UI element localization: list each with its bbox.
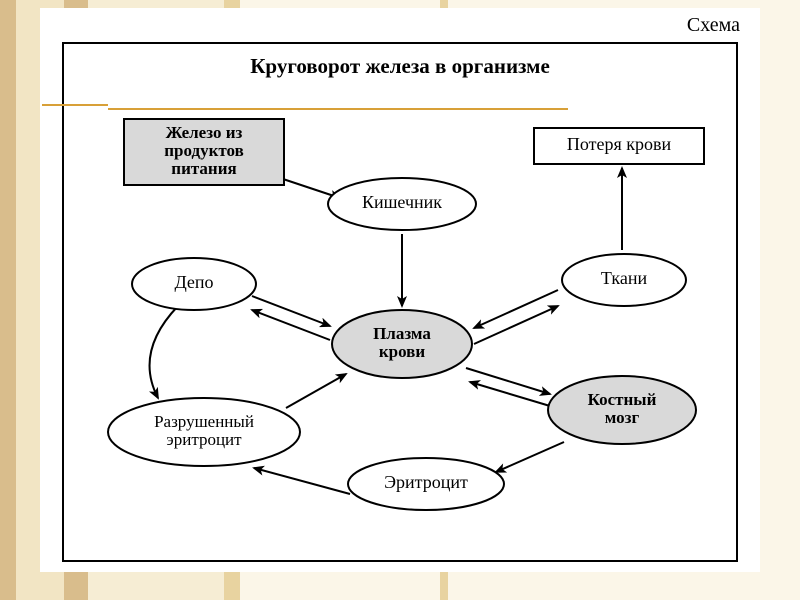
node-bone_marrow-label-1: мозг [605,408,640,427]
node-food_iron: Железо изпродуктовпитания [124,119,284,185]
node-plasma-label-0: Плазма [373,324,431,343]
diagram-svg: Железо изпродуктовпитания Потеря крови Киш… [64,44,740,564]
node-rbc: Эритроцит [348,458,504,510]
node-food_iron-label-1: продуктов [164,141,244,160]
node-depot-label-0: Депо [174,272,213,292]
node-blood_loss-label-0: Потеря крови [567,134,672,154]
page: Схема Круговорот железа в организме Желе… [40,8,760,572]
node-bone_marrow: Костныймозг [548,376,696,444]
node-rbc-label-0: Эритроцит [384,472,468,492]
node-depot: Депо [132,258,256,310]
node-tissues-label-0: Ткани [601,268,648,288]
corner-label: Схема [687,14,740,37]
diagram-frame: Круговорот железа в организме Железо изп… [62,42,738,562]
accent-lines [42,104,568,110]
node-destroyed_rbc-label-0: Разрушенный [154,412,254,431]
nodes-layer: Железо изпродуктовпитания Потеря крови Киш… [108,119,704,510]
node-food_iron-label-0: Железо из [166,123,243,142]
node-food_iron-label-2: питания [171,159,236,178]
node-plasma: Плазмакрови [332,310,472,378]
node-destroyed_rbc: Разрушенныйэритроцит [108,398,300,466]
node-intestine-label-0: Кишечник [362,192,442,212]
node-intestine: Кишечник [328,178,476,230]
node-bone_marrow-label-0: Костный [588,390,657,409]
node-destroyed_rbc-label-1: эритроцит [166,430,242,449]
node-plasma-label-1: крови [379,342,426,361]
node-blood_loss: Потеря крови [534,128,704,164]
node-tissues: Ткани [562,254,686,306]
